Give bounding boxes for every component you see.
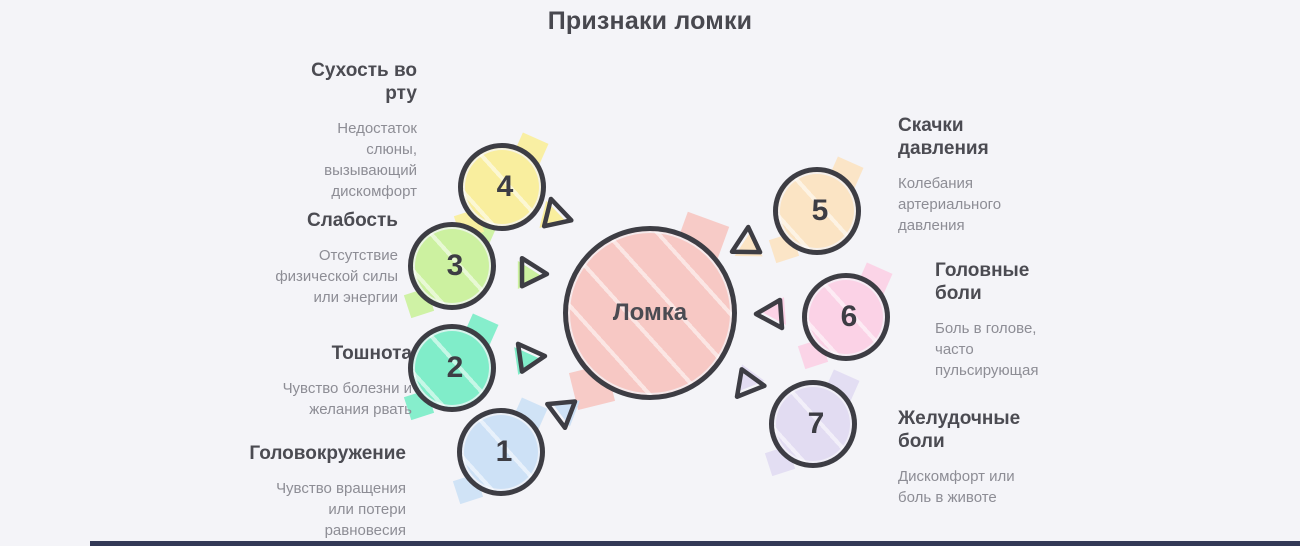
symptom-heading: Головокружение (249, 443, 406, 464)
symptom-heading: Сухость во рту (311, 60, 417, 104)
arrow-triangle-icon-5 (723, 217, 771, 265)
symptom-node-4: 4 (453, 132, 549, 240)
center-label: Ломка (612, 299, 688, 326)
symptom-description: Чувство вращения или потери равновесия (276, 479, 406, 539)
symptom-label-7: Желудочные боли Дискомфорт или боль в жи… (898, 408, 1046, 508)
bottom-edge-bar (90, 541, 1300, 546)
arrow-triangle-icon-2 (508, 334, 555, 381)
center-circle: Ломка (563, 226, 737, 400)
symptom-number-1: 1 (495, 435, 513, 468)
symptom-node-7: 7 (764, 369, 860, 477)
symptom-description: Дискомфорт или боль в животе (898, 467, 1015, 506)
symptom-circle-5: 5 (773, 167, 861, 255)
arrow-triangle-icon-4 (530, 188, 585, 243)
symptom-node-3: 3 (403, 211, 499, 319)
symptom-label-2: Тошнота Чувство болезни и желания рвать (222, 343, 412, 420)
symptom-number-3: 3 (446, 249, 464, 282)
symptom-circle-3: 3 (408, 222, 496, 310)
arrow-triangle-icon-7 (715, 355, 777, 417)
symptom-node-2: 2 (403, 313, 499, 421)
symptom-number-2: 2 (446, 351, 464, 384)
arrow-triangle-icon-3 (510, 250, 557, 297)
symptom-node-5: 5 (768, 156, 864, 264)
symptom-label-4: Сухость во рту Недостаток слюны, вызываю… (287, 60, 417, 202)
symptom-circle-7: 7 (769, 380, 857, 468)
symptom-heading: Слабость (306, 210, 398, 231)
symptom-heading: Желудочные боли (898, 408, 1021, 452)
symptom-description: Чувство болезни и желания рвать (282, 379, 412, 418)
symptom-circle-4: 4 (458, 143, 546, 231)
symptom-heading: Скачки давления (898, 115, 989, 159)
symptom-description: Боль в голове, часто пульсирующая (935, 319, 1039, 379)
arrow-triangle-icon-6 (748, 292, 792, 336)
symptom-label-1: Головокружение Чувство вращения или поте… (230, 443, 406, 541)
symptom-number-4: 4 (496, 170, 514, 203)
diagram-title: Признаки ломки (547, 7, 753, 35)
symptom-description: Колебания артериального давления (898, 174, 1002, 234)
symptom-circle-1: 1 (457, 408, 545, 496)
symptom-circle-6: 6 (802, 273, 890, 361)
arrow-triangle-icon-1 (531, 381, 589, 439)
symptom-number-5: 5 (811, 194, 829, 227)
symptom-label-5: Скачки давления Колебания артериального … (898, 115, 1033, 236)
symptom-number-7: 7 (807, 407, 825, 440)
symptom-description: Недостаток слюны, вызывающий дискомфорт (324, 119, 417, 200)
symptom-heading: Тошнота (331, 343, 412, 364)
symptom-number-6: 6 (840, 300, 858, 333)
symptom-label-6: Головные боли Боль в голове, часто пульс… (935, 260, 1057, 381)
symptom-node-1: 1 (452, 397, 548, 505)
symptom-description: Отсутствие физической силы или энергии (275, 246, 398, 306)
symptom-circle-2: 2 (408, 324, 496, 412)
symptom-heading: Головные боли (935, 260, 1030, 304)
symptom-label-3: Слабость Отсутствие физической силы или … (226, 210, 398, 308)
center-node: Ломка (563, 211, 737, 411)
symptom-node-6: 6 (797, 262, 893, 370)
